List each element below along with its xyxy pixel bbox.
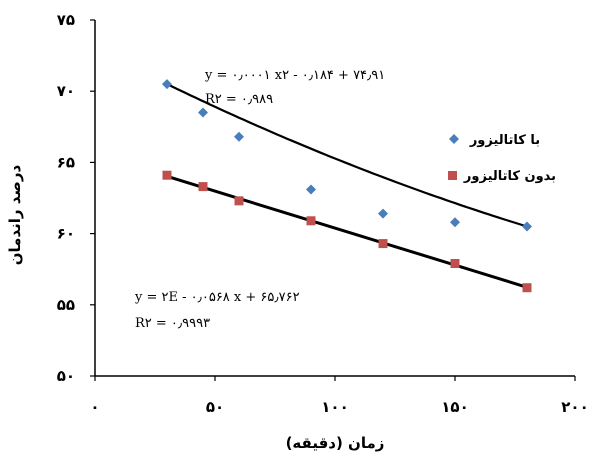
x-tick-label: ۵۰: [206, 398, 224, 416]
legend-label-with-catalyst: با کاتالیزور: [469, 133, 540, 148]
x-tick-label: ۱۵۰: [441, 398, 468, 416]
point-without-catalyst: [378, 239, 388, 249]
x-tick-label: ۲۰۰: [561, 398, 588, 416]
point-without-catalyst: [306, 216, 316, 226]
y-tick-label: ۵۵: [57, 296, 75, 314]
trendline-equation-without-catalyst: y = ۲E - ۰٫۰۵۶۸ x + ۶۵٫۷۶۲: [134, 290, 300, 305]
point-without-catalyst: [198, 182, 208, 192]
point-without-catalyst: [162, 170, 172, 180]
trendline-equation-with-catalyst: y = ۰٫۰۰۰۱ x۲ - ۰٫۱۸۴ + ۷۴٫۹۱: [204, 68, 385, 83]
point-with-catalyst: [162, 79, 172, 90]
point-without-catalyst: [234, 196, 244, 206]
y-tick-label: ۶۵: [57, 153, 75, 171]
point-with-catalyst: [450, 217, 460, 228]
legend: با کاتالیزور بدون کاتالیزور: [448, 133, 556, 184]
legend-marker-with-catalyst: [449, 134, 459, 144]
trendline-r2-without-catalyst: R۲ = ۰٫۹۹۹۳: [135, 316, 210, 331]
point-with-catalyst: [522, 221, 532, 232]
trendline-with-catalyst: [166, 83, 528, 228]
trendline-r2-with-catalyst: R۲ = ۰٫۹۸۹: [205, 92, 273, 107]
point-with-catalyst: [198, 107, 208, 118]
point-with-catalyst: [306, 184, 316, 195]
tick-labels: ۵۰ ۵۵ ۶۰ ۶۵ ۷۰ ۷۵ ۰ ۵۰ ۱۰۰ ۱۵۰ ۲۰۰: [57, 11, 589, 416]
point-without-catalyst: [450, 259, 460, 269]
y-axis-title: درصد راندمان: [6, 164, 24, 265]
trendlines: [166, 83, 528, 289]
legend-marker-without-catalyst: [448, 171, 457, 180]
point-without-catalyst: [522, 283, 532, 293]
data-points: [162, 79, 532, 293]
axes: [90, 19, 576, 381]
x-axis-title: زمان (دقیقه): [286, 434, 385, 452]
x-tick-label: ۰: [90, 398, 99, 416]
y-tick-label: ۵۰: [57, 367, 75, 385]
y-tick-label: ۶۰: [57, 225, 75, 243]
y-tick-label: ۷۰: [57, 82, 75, 100]
point-with-catalyst: [378, 208, 388, 219]
trendline-without-catalyst: [166, 174, 528, 289]
x-tick-label: ۱۰۰: [321, 398, 348, 416]
point-with-catalyst: [234, 131, 244, 142]
y-tick-label: ۷۵: [57, 11, 75, 29]
legend-label-without-catalyst: بدون کاتالیزور: [463, 169, 556, 184]
